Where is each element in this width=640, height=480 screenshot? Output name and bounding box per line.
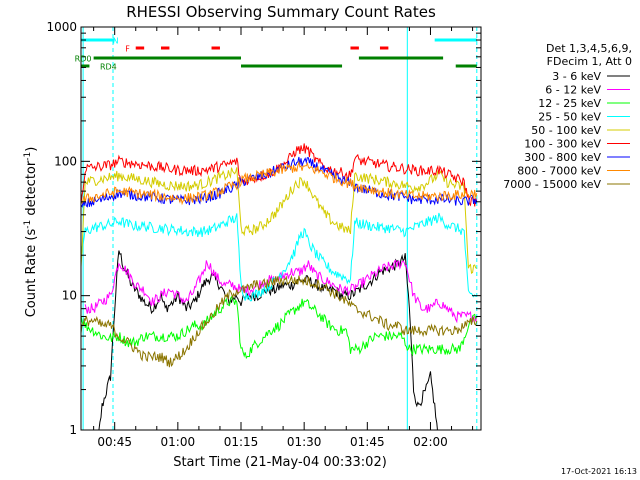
flag-label-rd0: RD0 xyxy=(75,55,92,64)
series-layer xyxy=(81,143,478,430)
y-axis-label-main: Count Rate (s xyxy=(24,229,39,318)
series-line-12-25-kev xyxy=(81,295,478,360)
flag-bar-rd0-0 xyxy=(93,56,241,60)
legend-label-100-300-kev: 100 - 300 keV xyxy=(524,138,601,151)
legend-label-300-800-kev: 300 - 800 keV xyxy=(524,151,601,164)
flag-bar-rd0-1 xyxy=(358,56,444,60)
legend-label-6-12-kev: 6 - 12 keV xyxy=(545,84,601,97)
legend-label-3-6-kev: 3 - 6 keV xyxy=(552,70,601,83)
legend: Det 1,3,4,5,6,9, FDecim 1, Att 0 3 - 6 k… xyxy=(503,42,632,191)
y-axis-label-end: ) xyxy=(24,147,39,152)
legend-label-7000-15000-kev: 7000 - 15000 keV xyxy=(503,178,601,191)
series-line-7000-15000-kev xyxy=(81,274,478,368)
flag-bar-f-2 xyxy=(211,46,220,50)
flag-bar-f-0 xyxy=(135,46,145,50)
y-tick-label-1000: 1000 xyxy=(46,20,77,34)
x-tick-label-90: 01:30 xyxy=(287,435,322,449)
x-tick-label-45: 00:45 xyxy=(97,435,132,449)
flag-label-n: N xyxy=(113,37,119,46)
x-tick-label-105: 01:45 xyxy=(350,435,385,449)
x-tick-label-120: 02:00 xyxy=(413,435,448,449)
flag-label-f: F xyxy=(125,45,130,54)
legend-label-50-100-kev: 50 - 100 keV xyxy=(531,124,601,137)
x-tick-label-60: 01:00 xyxy=(161,435,196,449)
flag-bar-f-3 xyxy=(350,46,359,50)
plot-frame xyxy=(80,26,482,431)
plot-area xyxy=(81,27,478,430)
chart-title: RHESSI Observing Summary Count Rates xyxy=(126,3,436,21)
flag-bar-n-1 xyxy=(434,38,477,42)
flag-bar-n-0 xyxy=(81,38,115,42)
flag-bar-f-1 xyxy=(161,46,170,50)
legend-header-line-2: FDecim 1, Att 0 xyxy=(547,55,632,68)
flag-bar-f-4 xyxy=(379,46,389,50)
x-tick-label-75: 01:15 xyxy=(224,435,259,449)
y-axis-label-mid: detector xyxy=(24,160,39,220)
series-line-25-50-kev xyxy=(81,212,478,302)
x-axis-label: Start Time (21-May-04 00:33:02) xyxy=(173,455,387,470)
y-axis-label-sup1: -1 xyxy=(23,220,33,229)
series-line-100-300-kev xyxy=(81,143,478,207)
timestamp: 17-Oct-2021 16:13 xyxy=(561,467,637,476)
flag-bars xyxy=(81,38,477,68)
x-axis-ticks: 00:45 01:00 01:15 01:30 01:45 02:00 xyxy=(93,27,474,449)
y-tick-label-100: 100 xyxy=(54,154,77,168)
flag-label-rd4: RD4 xyxy=(100,63,117,72)
legend-label-12-25-kev: 12 - 25 keV xyxy=(538,97,601,110)
legend-label-800-7000-kev: 800 - 7000 keV xyxy=(517,165,601,178)
axes: 00:45 01:00 01:15 01:30 01:45 02:00 1 10 100 100… xyxy=(46,20,482,449)
y-axis-ticks: 1 10 100 1000 xyxy=(46,20,481,437)
legend-label-25-50-kev: 25 - 50 keV xyxy=(538,111,601,124)
legend-header-line-1: Det 1,3,4,5,6,9, xyxy=(546,42,632,55)
y-tick-label-1: 1 xyxy=(69,423,77,437)
series-line-800-7000-kev xyxy=(81,160,478,206)
flag-bar-rd4-2 xyxy=(455,64,477,68)
flag-bar-rd4-1 xyxy=(241,64,343,68)
flag-bar-rd4-0 xyxy=(81,64,90,68)
y-axis-label: Count Rate (s-1 detector-1) xyxy=(23,147,39,318)
y-axis-label-sup2: -1 xyxy=(23,152,33,161)
series-line-6-12-kev xyxy=(84,259,478,324)
series-line-50-100-kev xyxy=(81,167,477,274)
y-tick-label-10: 10 xyxy=(62,289,77,303)
